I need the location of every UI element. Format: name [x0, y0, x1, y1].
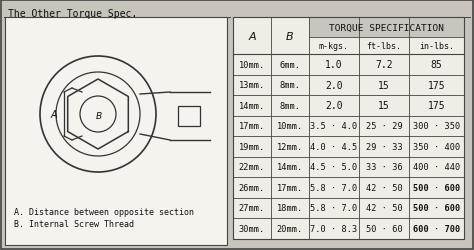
Text: 4.0 · 4.5: 4.0 · 4.5: [310, 142, 357, 151]
Bar: [233, 18, 464, 238]
Text: 600 · 700: 600 · 700: [413, 224, 460, 233]
Text: m-kgs.: m-kgs.: [319, 42, 349, 51]
Text: ft-lbs.: ft-lbs.: [366, 42, 401, 51]
Bar: [233, 18, 464, 238]
Text: 175: 175: [428, 80, 445, 90]
Text: 25 · 29: 25 · 29: [365, 122, 402, 131]
Text: 2.0: 2.0: [325, 101, 343, 111]
Text: 14mm.: 14mm.: [277, 162, 303, 172]
Text: 27mm.: 27mm.: [239, 204, 265, 212]
Text: 15: 15: [378, 101, 390, 111]
Text: 4.5 · 5.0: 4.5 · 5.0: [310, 162, 357, 172]
Text: 6mm.: 6mm.: [280, 60, 301, 70]
Text: B. Internal Screw Thread: B. Internal Screw Thread: [14, 219, 134, 228]
Bar: [178, 106, 200, 126]
Text: 30mm.: 30mm.: [239, 224, 265, 233]
Text: 14mm.: 14mm.: [239, 101, 265, 110]
Text: 18mm.: 18mm.: [277, 204, 303, 212]
Text: 300 · 350: 300 · 350: [413, 122, 460, 131]
Text: B: B: [96, 112, 102, 121]
Text: 22mm.: 22mm.: [239, 162, 265, 172]
Bar: [309, 18, 464, 38]
Text: 15: 15: [378, 80, 390, 90]
Text: 8mm.: 8mm.: [280, 101, 301, 110]
Text: A: A: [51, 110, 57, 120]
Text: 5.8 · 7.0: 5.8 · 7.0: [310, 204, 357, 212]
Text: 20mm.: 20mm.: [277, 224, 303, 233]
Text: 17mm.: 17mm.: [239, 122, 265, 131]
Text: 10mm.: 10mm.: [277, 122, 303, 131]
Text: 12mm.: 12mm.: [277, 142, 303, 151]
Text: 26mm.: 26mm.: [239, 183, 265, 192]
Text: 1.0: 1.0: [325, 60, 343, 70]
Text: 175: 175: [428, 101, 445, 111]
Text: 10mm.: 10mm.: [239, 60, 265, 70]
Text: 5.8 · 7.0: 5.8 · 7.0: [310, 183, 357, 192]
Text: 29 · 33: 29 · 33: [365, 142, 402, 151]
Text: 2.0: 2.0: [325, 80, 343, 90]
Text: 19mm.: 19mm.: [239, 142, 265, 151]
Text: 500 · 600: 500 · 600: [413, 204, 460, 212]
Text: in-lbs.: in-lbs.: [419, 42, 454, 51]
Text: 13mm.: 13mm.: [239, 81, 265, 90]
Text: The Other Torque Spec.: The Other Torque Spec.: [8, 9, 137, 19]
Text: 33 · 36: 33 · 36: [365, 162, 402, 172]
Text: 42 · 50: 42 · 50: [365, 204, 402, 212]
Text: 7.2: 7.2: [375, 60, 393, 70]
Text: TORQUE SPECIFICATION: TORQUE SPECIFICATION: [329, 24, 444, 32]
Text: A. Distance between opposite section: A. Distance between opposite section: [14, 207, 194, 216]
Text: 3.5 · 4.0: 3.5 · 4.0: [310, 122, 357, 131]
Text: 350 · 400: 350 · 400: [413, 142, 460, 151]
Bar: [5, 18, 227, 245]
Text: 17mm.: 17mm.: [277, 183, 303, 192]
Text: B: B: [286, 31, 294, 41]
Text: 400 · 440: 400 · 440: [413, 162, 460, 172]
Text: 50 · 60: 50 · 60: [365, 224, 402, 233]
Text: 42 · 50: 42 · 50: [365, 183, 402, 192]
Text: A: A: [248, 31, 256, 41]
Text: 85: 85: [430, 60, 442, 70]
Text: 500 · 600: 500 · 600: [413, 183, 460, 192]
Text: 8mm.: 8mm.: [280, 81, 301, 90]
Text: 7.0 · 8.3: 7.0 · 8.3: [310, 224, 357, 233]
